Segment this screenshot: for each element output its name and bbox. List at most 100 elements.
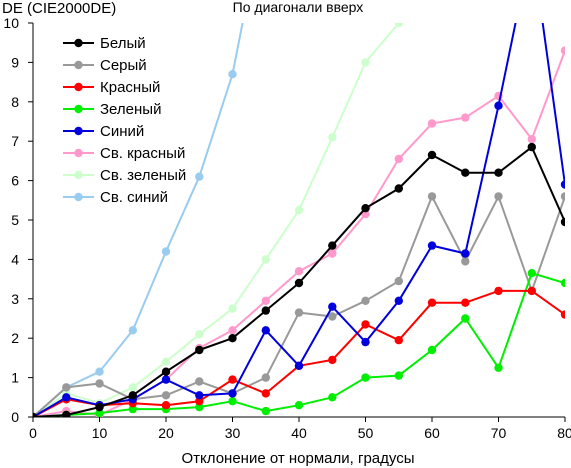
data-point [161, 367, 171, 376]
data-point [228, 389, 237, 398]
legend-marker [74, 170, 83, 180]
data-point [328, 302, 337, 311]
data-point [161, 375, 171, 384]
data-point [328, 355, 337, 365]
data-point [494, 168, 503, 177]
data-point [394, 296, 403, 305]
x-tick-label: 70 [491, 425, 507, 441]
data-point [228, 334, 237, 343]
data-point [62, 383, 71, 392]
data-point [361, 204, 370, 213]
y-tick-label: 3 [11, 291, 19, 307]
data-point [494, 101, 503, 110]
chart-title: По диагонали вверх [233, 0, 364, 15]
data-point [161, 401, 171, 410]
y-tick-label: 0 [11, 409, 19, 425]
data-point [427, 192, 437, 201]
series-0 [33, 142, 565, 417]
data-point [294, 401, 304, 410]
data-point [361, 296, 370, 305]
data-point [294, 205, 304, 215]
data-point [427, 241, 437, 250]
series-1 [33, 192, 565, 417]
data-point [394, 184, 403, 193]
data-point [494, 286, 503, 296]
data-point [261, 296, 270, 305]
x-tick-label: 60 [424, 425, 440, 441]
y-tick-label: 7 [11, 133, 19, 149]
data-point [294, 267, 304, 276]
y-tick-label: 2 [11, 330, 19, 346]
x-tick-label: 10 [92, 425, 108, 441]
data-point [527, 269, 536, 278]
data-point [95, 402, 104, 412]
data-point [161, 391, 171, 400]
data-point [427, 119, 437, 128]
data-point [328, 393, 337, 402]
data-point [527, 286, 536, 296]
data-point [195, 345, 204, 355]
data-point [294, 361, 304, 370]
legend: Белый Серый Красный Зеленый Синий Св. красный… [63, 35, 186, 206]
y-tick-label: 10 [3, 15, 19, 31]
data-point [95, 379, 104, 388]
data-point [161, 357, 171, 366]
legend-item: Св. зеленый [63, 167, 186, 184]
data-point [394, 276, 403, 286]
data-point [361, 337, 370, 347]
legend-item: Св. красный [63, 145, 185, 162]
legend-marker [74, 82, 83, 92]
data-point [261, 406, 270, 416]
data-point [361, 373, 370, 382]
data-point [33, 412, 38, 417]
data-point [560, 310, 565, 319]
x-tick-label: 0 [29, 425, 37, 441]
data-point [62, 393, 71, 402]
data-point [228, 326, 237, 335]
x-tick-label: 40 [291, 425, 307, 441]
data-point [228, 375, 237, 384]
data-point [128, 326, 137, 335]
legend-marker [74, 104, 83, 114]
series-6 [33, 23, 403, 417]
legend-label: Св. красный [100, 145, 185, 162]
data-point [328, 241, 337, 250]
data-point [261, 373, 270, 382]
data-point [95, 367, 104, 376]
data-point [560, 217, 565, 227]
legend-item: Зеленый [63, 101, 161, 118]
data-point [461, 168, 470, 177]
legend-label: Св. синий [100, 189, 168, 206]
legend-label: Белый [100, 35, 146, 52]
x-axis-label: Отклонение от нормали, градусы [182, 450, 415, 467]
x-tick-label: 20 [158, 425, 174, 441]
series-7 [33, 23, 244, 417]
legend-marker [74, 192, 83, 202]
x-tick-label: 80 [557, 425, 571, 441]
axes: 0 10 20 30 40 50 60 70 80 0 1 2 3 4 5 6 7 8 9 10 [3, 15, 571, 441]
data-point [195, 330, 204, 339]
y-tick-label: 9 [11, 54, 19, 70]
series-line [33, 195, 565, 417]
data-point [394, 336, 403, 345]
data-point [161, 247, 171, 256]
data-point [427, 298, 437, 307]
data-point [195, 391, 204, 400]
y-tick-label: 4 [11, 251, 19, 267]
data-point [195, 402, 204, 412]
data-point [195, 377, 204, 386]
data-point [494, 192, 503, 201]
y-axis-label: DE (CIE2000DE) [2, 0, 116, 17]
data-point [461, 314, 470, 323]
data-point [560, 46, 565, 55]
series-line [33, 23, 244, 417]
x-tick-label: 30 [225, 425, 241, 441]
legend-label: Св. зеленый [100, 167, 186, 184]
data-point [228, 70, 237, 79]
data-point [261, 306, 270, 315]
legend-label: Красный [100, 79, 160, 96]
data-point [261, 326, 270, 335]
data-point [427, 150, 437, 160]
data-point [62, 410, 71, 417]
data-point [328, 249, 337, 258]
